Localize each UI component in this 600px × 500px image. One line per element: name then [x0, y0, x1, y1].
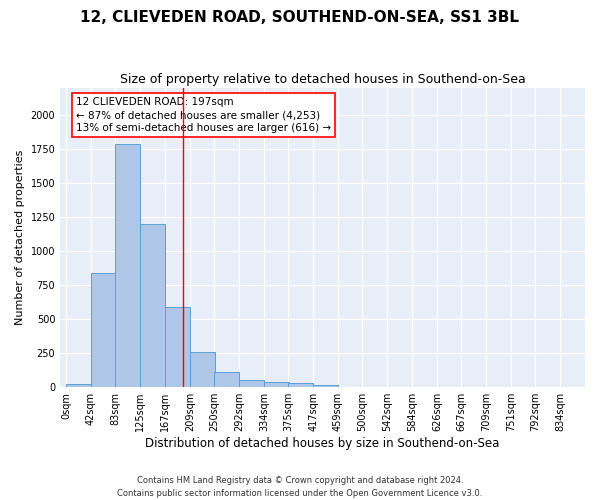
Bar [264, 382, 289, 387]
Bar [239, 380, 264, 387]
Bar [288, 383, 313, 387]
Bar [165, 307, 190, 387]
Bar [140, 224, 165, 387]
Bar [190, 352, 215, 387]
Bar [115, 144, 140, 387]
Y-axis label: Number of detached properties: Number of detached properties [15, 150, 25, 326]
X-axis label: Distribution of detached houses by size in Southend-on-Sea: Distribution of detached houses by size … [145, 437, 500, 450]
Text: 12, CLIEVEDEN ROAD, SOUTHEND-ON-SEA, SS1 3BL: 12, CLIEVEDEN ROAD, SOUTHEND-ON-SEA, SS1… [80, 10, 520, 25]
Text: 12 CLIEVEDEN ROAD: 197sqm
← 87% of detached houses are smaller (4,253)
13% of se: 12 CLIEVEDEN ROAD: 197sqm ← 87% of detac… [76, 97, 331, 134]
Bar [91, 273, 116, 387]
Bar [214, 372, 239, 387]
Title: Size of property relative to detached houses in Southend-on-Sea: Size of property relative to detached ho… [120, 72, 526, 86]
Bar [66, 384, 91, 387]
Text: Contains HM Land Registry data © Crown copyright and database right 2024.
Contai: Contains HM Land Registry data © Crown c… [118, 476, 482, 498]
Bar [313, 385, 338, 387]
